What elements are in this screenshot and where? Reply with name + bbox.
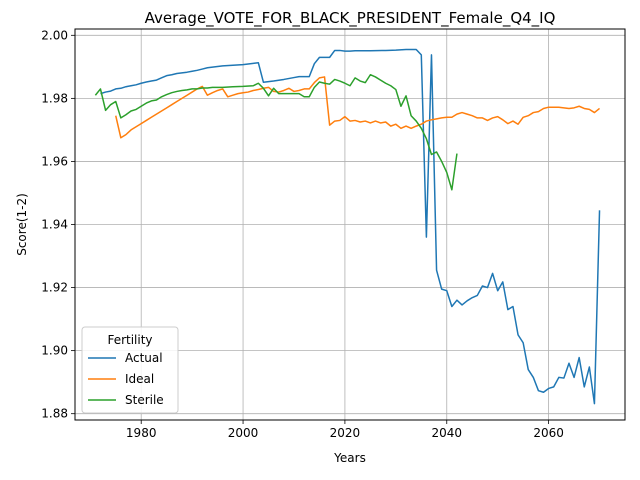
series-line-ideal bbox=[115, 76, 601, 139]
x-tick-label: 2060 bbox=[533, 426, 564, 440]
legend-title: Fertility bbox=[107, 333, 152, 347]
legend: Fertility Actual Ideal Sterile bbox=[81, 326, 179, 414]
legend-label-actual: Actual bbox=[125, 351, 163, 365]
y-tick-label: 2.00 bbox=[41, 28, 68, 42]
legend-box bbox=[81, 326, 179, 414]
x-axis-label: Years bbox=[333, 451, 366, 465]
x-tick-label: 2040 bbox=[431, 426, 462, 440]
x-tick-label: 2000 bbox=[228, 426, 259, 440]
x-tick-label: 1980 bbox=[126, 426, 157, 440]
x-tick-label: 2020 bbox=[330, 426, 361, 440]
legend-label-sterile: Sterile bbox=[125, 393, 164, 407]
series-lines bbox=[94, 48, 601, 405]
chart-title: Average_VOTE_FOR_BLACK_PRESIDENT_Female_… bbox=[145, 9, 556, 28]
y-tick-label: 1.96 bbox=[41, 154, 68, 168]
x-axis-ticks: 1980 2000 2020 2040 2060 bbox=[126, 420, 564, 440]
y-tick-label: 1.98 bbox=[41, 91, 68, 105]
y-tick-label: 1.94 bbox=[41, 218, 68, 232]
y-tick-label: 1.92 bbox=[41, 281, 68, 295]
y-axis-label: Score(1-2) bbox=[15, 193, 29, 256]
y-tick-label: 1.90 bbox=[41, 344, 68, 358]
series-line-actual bbox=[100, 48, 601, 405]
y-axis-ticks: 1.88 1.90 1.92 1.94 1.96 1.98 2.00 bbox=[41, 28, 75, 421]
legend-label-ideal: Ideal bbox=[125, 372, 154, 386]
y-tick-label: 1.88 bbox=[41, 407, 68, 421]
legend-entries: Actual Ideal Sterile bbox=[88, 351, 164, 407]
series-line-sterile bbox=[94, 73, 458, 191]
